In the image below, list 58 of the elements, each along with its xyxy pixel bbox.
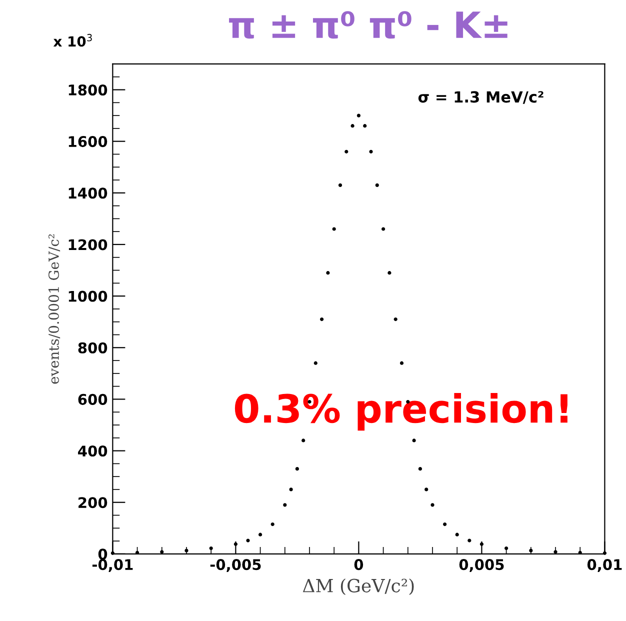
point [400,361,404,365]
point [258,532,262,536]
point [388,271,392,275]
point [160,550,164,554]
y-tick-label: 600 [78,394,108,405]
y-tick-label: 400 [78,446,108,457]
point [326,271,330,275]
x-tick-label: 0,01 [587,559,622,572]
point [418,467,422,471]
point [443,522,447,526]
point [283,503,287,507]
point [412,438,416,442]
point [468,538,472,542]
annotation: σ = 1.3 MeV/c² [418,91,544,104]
point [602,551,607,555]
text: x 10$^{3}$ [53,34,92,47]
y-tick-label: 800 [78,342,108,354]
point [295,467,299,471]
point [246,538,250,542]
point [554,550,558,554]
point [270,522,274,526]
y-tick-label: 1000 [68,290,108,302]
point [234,542,238,546]
point [110,551,114,555]
point [332,227,336,231]
y-tick-label: 1200 [68,239,108,250]
point [369,150,373,154]
point [302,438,306,442]
y-tick-label: 0 [98,548,108,560]
y-axis-title: events/0.0001 GeV/c² [48,234,60,384]
point [350,124,354,128]
x-tick-label: 0,005 [459,559,504,572]
chart-title: π ± π⁰ π⁰ - K± [229,11,508,39]
x-tick-label: 0 [354,559,364,570]
point [504,546,508,550]
point [480,542,484,546]
point [338,183,342,187]
x-tick-label: -0,005 [210,559,261,572]
y-tick-label: 1600 [68,136,108,148]
y-tick-label: 1800 [68,84,108,96]
x-axis-title: ΔM (GeV/c²) [302,578,414,595]
point [320,317,324,322]
point [289,488,293,492]
point [424,488,428,492]
point [209,546,213,550]
point [430,503,434,507]
point [381,227,386,231]
annotation: 0.3% precision! [234,393,568,431]
y-tick-label: 1400 [68,188,108,199]
point [375,183,379,187]
y-tick-label: 200 [78,497,108,508]
point [314,361,318,365]
x-tick-label: -0,01 [92,559,133,572]
point [344,150,348,154]
point [356,114,361,118]
point [455,532,459,536]
point [394,317,398,322]
point [363,124,367,128]
